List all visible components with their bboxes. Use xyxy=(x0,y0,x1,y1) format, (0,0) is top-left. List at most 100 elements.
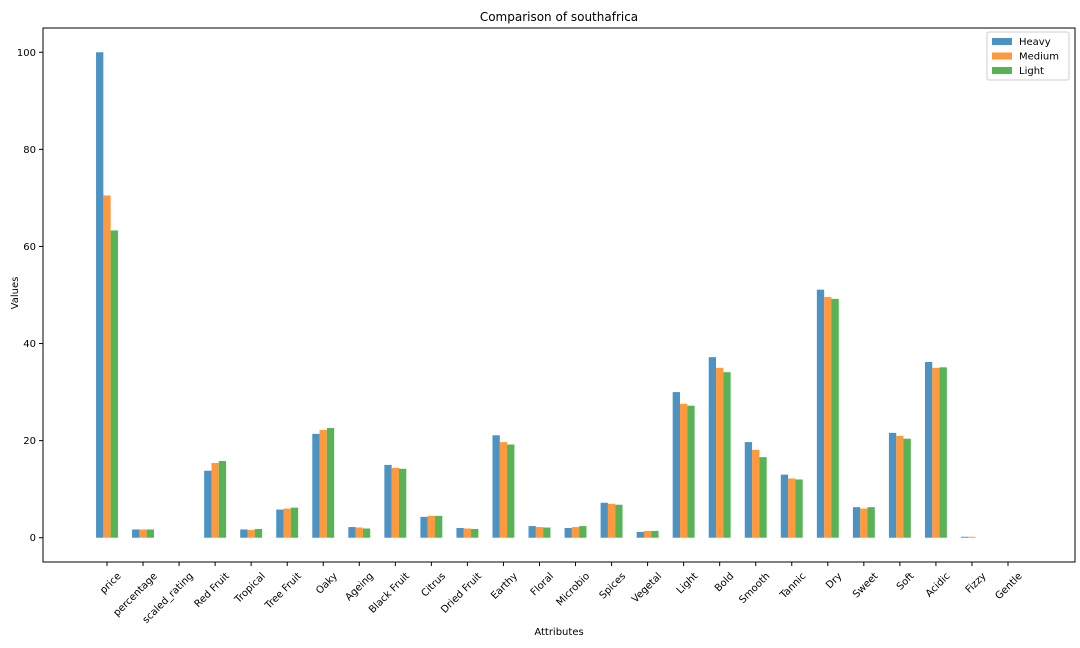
x-tick-label: Acidic xyxy=(924,571,953,600)
bar-medium-7 xyxy=(355,527,363,538)
bar-medium-18 xyxy=(752,449,760,538)
y-axis: 0 20 40 60 80 100 xyxy=(17,48,43,544)
bar-heavy-1 xyxy=(132,529,140,538)
bar-light-8 xyxy=(398,468,407,538)
bar-light-7 xyxy=(362,528,371,538)
legend: Heavy Medium Light xyxy=(986,31,1070,81)
bar-light-23 xyxy=(939,367,947,538)
bar-heavy-22 xyxy=(888,432,897,538)
bar-light-17 xyxy=(723,372,731,538)
bar-heavy-23 xyxy=(924,361,933,538)
legend-label-heavy: Heavy xyxy=(1019,37,1051,48)
legend-swatch-light xyxy=(992,67,1012,74)
bar-medium-3 xyxy=(211,462,219,538)
x-tick-label: Sweet xyxy=(851,571,881,601)
bar-medium-10 xyxy=(463,528,472,538)
y-tick-label: 60 xyxy=(23,242,36,253)
bar-light-6 xyxy=(326,428,335,538)
bar-heavy-20 xyxy=(816,289,825,538)
bars-group xyxy=(96,52,976,538)
bar-heavy-8 xyxy=(384,464,392,538)
bar-heavy-14 xyxy=(600,502,608,538)
bar-medium-6 xyxy=(319,429,327,538)
plot-area-frame xyxy=(42,27,1076,563)
bar-light-5 xyxy=(290,507,299,538)
x-tick-label: Bold xyxy=(713,571,736,594)
bar-medium-15 xyxy=(643,530,652,538)
x-tick-label: Earthy xyxy=(489,571,520,602)
x-tick-label: Oaky xyxy=(314,571,340,597)
bar-medium-8 xyxy=(391,467,399,538)
y-tick-label: 100 xyxy=(17,48,36,59)
bar-heavy-19 xyxy=(780,474,789,538)
bar-heavy-11 xyxy=(492,435,500,538)
bar-light-12 xyxy=(543,527,551,538)
bar-light-4 xyxy=(254,528,263,538)
x-tick-label: Tannic xyxy=(778,571,809,602)
legend-label-medium: Medium xyxy=(1019,52,1059,63)
bar-heavy-7 xyxy=(348,527,356,538)
x-tick-label: Vegetal xyxy=(630,571,664,605)
bar-medium-19 xyxy=(788,478,796,538)
bar-light-21 xyxy=(867,507,875,538)
bar-heavy-18 xyxy=(744,442,753,538)
bar-light-9 xyxy=(435,515,443,538)
bar-medium-17 xyxy=(716,367,724,538)
bar-medium-1 xyxy=(139,529,147,538)
bar-heavy-0 xyxy=(96,52,104,538)
bar-medium-4 xyxy=(247,529,255,538)
bar-light-16 xyxy=(687,405,695,538)
bar-heavy-4 xyxy=(240,529,248,538)
bar-light-1 xyxy=(146,529,154,538)
bar-heavy-12 xyxy=(528,526,536,538)
legend-swatch-heavy xyxy=(992,38,1012,45)
x-tick-label: Red Fruit xyxy=(193,571,232,610)
x-tick-label: Dry xyxy=(824,571,844,591)
y-tick-label: 20 xyxy=(23,436,36,447)
x-tick-label: Citrus xyxy=(419,571,448,600)
bar-light-13 xyxy=(579,526,587,538)
chart-title: Comparison of southafrica xyxy=(480,10,638,24)
x-tick-label: Soft xyxy=(895,571,917,593)
bar-medium-14 xyxy=(607,503,616,538)
y-tick-label: 80 xyxy=(23,145,36,156)
bar-heavy-9 xyxy=(420,516,428,538)
y-tick-label: 40 xyxy=(23,339,36,350)
x-tick-label: price xyxy=(98,571,123,596)
y-tick-label: 0 xyxy=(30,533,36,544)
legend-label-light: Light xyxy=(1019,66,1044,77)
bar-medium-11 xyxy=(499,442,508,538)
bar-medium-12 xyxy=(535,527,544,538)
x-tick-label: Fizzy xyxy=(964,571,989,596)
bar-medium-24 xyxy=(968,536,976,538)
bar-heavy-5 xyxy=(276,509,284,538)
bar-heavy-21 xyxy=(852,507,861,538)
x-tick-label: Microbio xyxy=(555,571,593,609)
bar-heavy-24 xyxy=(961,536,969,538)
x-tick-label: Tropical xyxy=(232,571,267,606)
bar-light-22 xyxy=(903,438,911,538)
bar-medium-13 xyxy=(571,527,580,538)
legend-swatch-medium xyxy=(992,52,1012,60)
bar-light-3 xyxy=(218,461,227,538)
x-tick-label: Tree Fruit xyxy=(263,571,304,612)
y-axis-label: Values xyxy=(10,277,21,310)
bar-medium-5 xyxy=(283,508,291,538)
bar-light-20 xyxy=(831,298,839,538)
bar-light-15 xyxy=(651,530,659,538)
bar-medium-22 xyxy=(896,435,904,538)
bar-heavy-10 xyxy=(456,528,464,538)
bar-light-19 xyxy=(795,479,803,538)
bar-medium-20 xyxy=(824,296,832,538)
bar-medium-21 xyxy=(860,508,868,538)
bar-light-11 xyxy=(507,444,515,538)
x-tick-label: Ageing xyxy=(344,571,376,603)
x-tick-label: Floral xyxy=(529,571,556,598)
bar-light-0 xyxy=(110,230,118,538)
x-tick-label: Light xyxy=(675,571,700,596)
bar-medium-16 xyxy=(679,403,688,538)
bar-heavy-13 xyxy=(564,528,572,538)
x-axis-label: Attributes xyxy=(534,627,583,638)
bar-heavy-17 xyxy=(708,357,717,538)
